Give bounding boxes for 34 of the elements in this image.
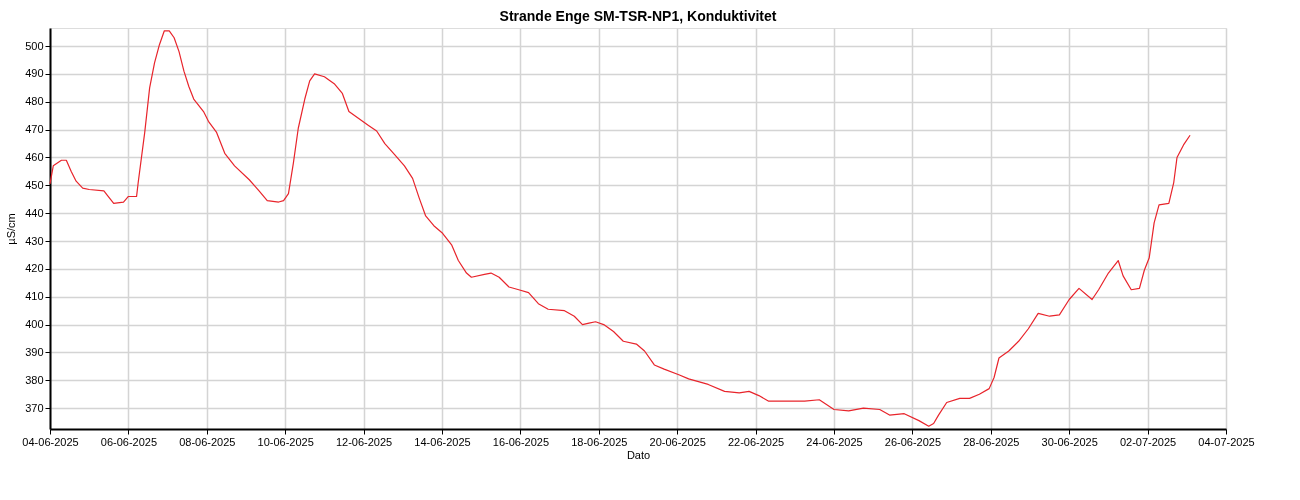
y-tick-label: 480 (25, 95, 44, 108)
y-tick-label: 400 (25, 318, 44, 331)
x-tick-label: 28-06-2025 (963, 435, 1020, 448)
x-tick-label: 02-07-2025 (1119, 435, 1177, 448)
y-tick-label: 470 (25, 123, 44, 136)
x-tick-label: 04-06-2025 (22, 435, 79, 448)
x-tick-label: 16-06-2025 (492, 435, 550, 448)
x-tick-label: 24-06-2025 (806, 435, 863, 448)
y-tick-label: 490 (25, 67, 44, 80)
x-tick-label: 30-06-2025 (1041, 435, 1098, 448)
x-tick-label: 26-06-2025 (884, 435, 942, 448)
x-tick-label: 18-06-2025 (571, 435, 628, 448)
y-tick-label: 410 (25, 290, 44, 303)
y-tick-label: 430 (25, 234, 44, 247)
x-tick-label: 10-06-2025 (257, 435, 314, 448)
line-series (49, 30, 1191, 427)
y-tick-label: 450 (25, 178, 44, 191)
y-axis-title: µS/cm (5, 213, 18, 245)
x-tick-label: 22-06-2025 (727, 435, 785, 448)
x-tick-label: 20-06-2025 (649, 435, 706, 448)
x-tick-label: 04-07-2025 (1198, 435, 1255, 448)
y-tick-label: 390 (25, 345, 44, 358)
chart-title: Strande Enge SM-TSR-NP1, Konduktivitet (499, 8, 777, 24)
y-tick-label: 370 (25, 401, 44, 414)
x-axis-title: Dato (626, 448, 651, 461)
y-tick-label: 460 (25, 150, 44, 163)
y-tick-label: 420 (25, 262, 44, 275)
y-tick-label: 440 (25, 206, 44, 219)
x-tick-label: 12-06-2025 (335, 435, 393, 448)
y-tick-label: 380 (25, 373, 44, 386)
x-tick-label: 14-06-2025 (414, 435, 471, 448)
y-tick-label: 500 (25, 39, 44, 52)
x-tick-label: 08-06-2025 (179, 435, 236, 448)
x-tick-label: 06-06-2025 (100, 435, 158, 448)
